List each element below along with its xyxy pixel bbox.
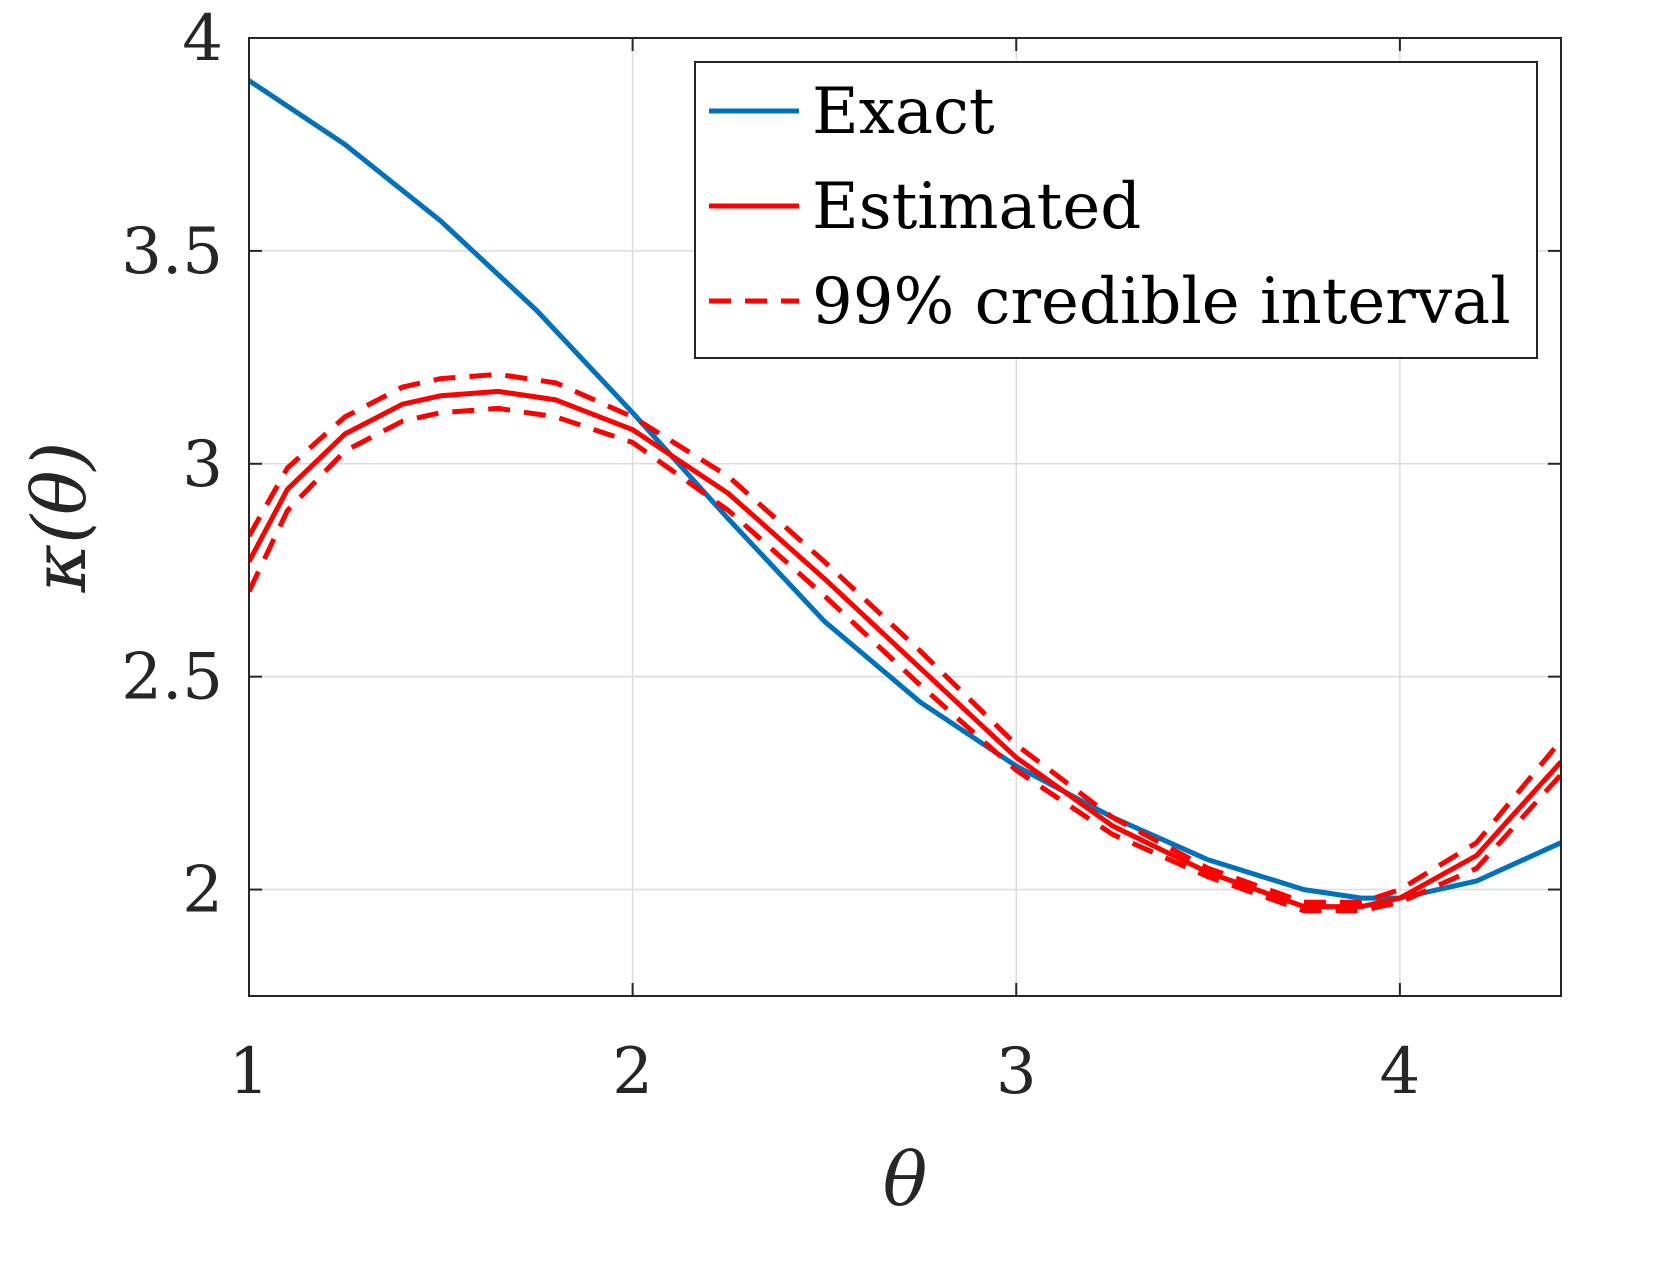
x-axis-label: θ [883, 1137, 928, 1223]
y-axis-label: κ(θ) [17, 442, 103, 594]
legend-label: Estimated [812, 170, 1141, 244]
x-tick-label: 4 [1380, 1035, 1421, 1109]
y-tick-label: 2.5 [121, 641, 223, 715]
y-tick-label: 4 [182, 2, 223, 76]
x-tick-labels: 1 2 3 4 [229, 1035, 1421, 1109]
legend: Exact Estimated 99% credible interval [694, 61, 1538, 359]
legend-box [694, 61, 1538, 359]
legend-label: Exact [812, 75, 995, 149]
y-tick-label: 3 [182, 428, 223, 502]
legend-label: 99% credible interval [812, 265, 1511, 339]
x-tick-label: 3 [996, 1035, 1037, 1109]
series-line-1 [249, 388, 1561, 910]
y-tick-label: 2 [182, 854, 223, 928]
series-line-dashed-3 [249, 405, 1561, 914]
x-tick-label: 2 [612, 1035, 653, 1109]
axes-frame [248, 37, 1562, 997]
tick-marks [248, 37, 1561, 996]
series-layer [249, 78, 1561, 914]
y-tick-label: 3.5 [121, 215, 223, 289]
y-tick-labels: 2 2.5 3 3.5 4 [121, 2, 223, 928]
x-tick-label: 1 [229, 1035, 270, 1109]
series-line-dashed-2 [249, 371, 1561, 905]
